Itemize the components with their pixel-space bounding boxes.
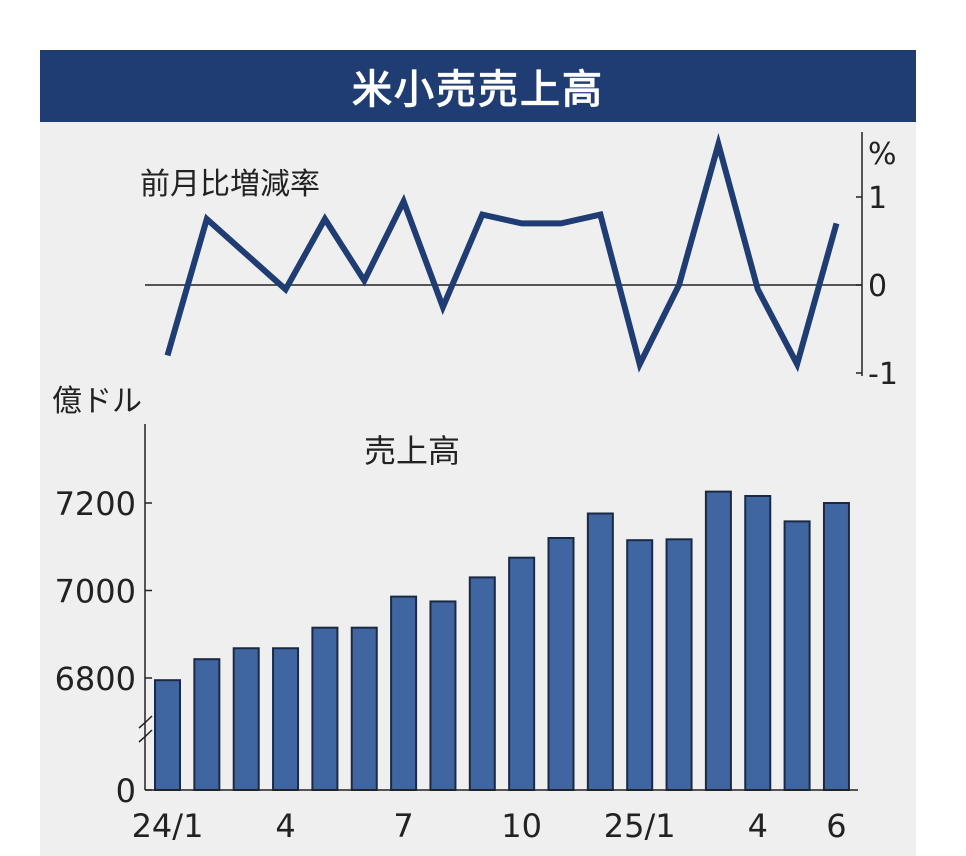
bar-x-tick-label: 7 — [393, 807, 413, 845]
bar-y-tick-label: 7000 — [55, 573, 136, 611]
bar-x-tick-label: 25/1 — [604, 807, 676, 845]
bar-12 — [586, 512, 614, 791]
bar-10 — [508, 556, 536, 791]
bar-8 — [429, 600, 457, 791]
line-tick-label: 1 — [868, 181, 887, 216]
bar-y-ticks: 7200 7000 6800 0 — [55, 485, 152, 810]
bar-y-tick-label: 6800 — [55, 660, 136, 698]
bar-15 — [704, 490, 732, 791]
bar-6 — [350, 626, 378, 791]
bar-x-tick-label: 4 — [748, 807, 768, 845]
bar-series-sales — [154, 490, 850, 791]
line-unit-label: % — [868, 137, 897, 172]
chart-title-bar: 米小売売上高 — [40, 50, 916, 122]
bar-x-tick-label: 24/1 — [132, 807, 204, 845]
line-series-mom-change — [164, 132, 840, 373]
chart-title: 米小売売上高 — [352, 67, 604, 113]
bar-y-tick-label: 0 — [116, 772, 136, 810]
line-tick-label: 0 — [868, 269, 887, 304]
bar-14 — [665, 538, 693, 791]
bar-18 — [822, 502, 850, 791]
bar-chart-title: 売上高 — [364, 432, 460, 470]
line-tick-label: -1 — [868, 357, 898, 392]
line-y-ticks: 1 0 -1 — [856, 181, 898, 392]
bar-4 — [272, 647, 300, 791]
line-chart-title: 前月比増減率 — [140, 167, 320, 202]
axis-break-mark — [138, 715, 153, 743]
bar-1 — [154, 679, 181, 791]
bar-2 — [193, 658, 221, 791]
bar-7 — [390, 595, 418, 791]
bar-x-tick-label: 10 — [501, 807, 542, 845]
bar-17 — [783, 520, 811, 791]
bar-y-tick-label: 7200 — [55, 485, 136, 523]
bar-16 — [744, 495, 772, 791]
bar-3 — [232, 647, 260, 791]
bar-x-tick-label: 6 — [826, 807, 846, 845]
bar-y-axis-unit: 億ドル — [52, 384, 142, 419]
bar-x-tick-label: 4 — [275, 807, 295, 845]
bar-9 — [468, 576, 496, 791]
bar-5 — [311, 626, 339, 791]
bar-13 — [626, 539, 654, 791]
bar-11 — [547, 537, 575, 791]
line-points — [167, 144, 837, 365]
bar-x-ticks: 24/1 4 7 10 25/1 4 6 — [132, 807, 847, 845]
